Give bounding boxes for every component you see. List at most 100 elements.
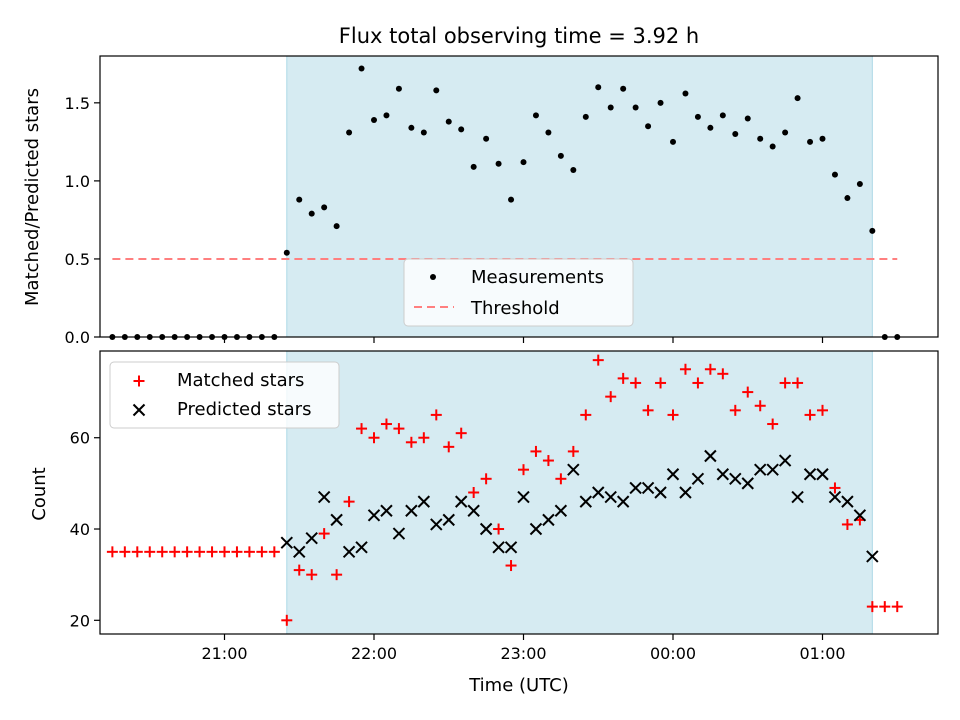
predicted-star-point: [741, 477, 754, 490]
bottom-y-tick-label: 20: [70, 611, 90, 630]
matched-star-point: [817, 404, 828, 416]
measurement-point: [844, 195, 851, 202]
measurement-point: [732, 131, 739, 138]
predicted-star-point: [492, 541, 505, 554]
predicted-star-point: [641, 481, 655, 495]
predicted-star-point: [691, 472, 705, 486]
predicted-star-point: [604, 490, 617, 504]
predicted-star-point: [803, 468, 817, 481]
measurement-point: [819, 135, 826, 142]
matched-star-point: [792, 377, 804, 389]
top-y-tick-label: 0.5: [65, 250, 90, 269]
top-legend-box: [403, 258, 634, 327]
measurement-point: [632, 104, 639, 111]
measurement-point: [794, 95, 801, 102]
measurement-point: [296, 196, 303, 203]
matched-star-point: [106, 546, 118, 558]
measurement-point: [595, 84, 602, 91]
predicted-star-point: [679, 486, 692, 499]
measurement-point: [395, 85, 402, 92]
measurement-point: [433, 87, 440, 94]
matched-star-point: [231, 546, 243, 558]
matched-star-point: [169, 546, 181, 558]
measurement-point: [682, 90, 689, 97]
legend-predicted-label: Predicted stars: [177, 399, 311, 420]
matched-star-point: [306, 569, 318, 581]
top-panel: 0.0 0.5 1.0 1.5 Measurements Threshold: [65, 55, 939, 347]
matched-star-point: [704, 363, 716, 375]
measurement-point: [358, 65, 365, 72]
matched-star-point: [430, 409, 442, 421]
x-tick-label: 00:00: [650, 644, 696, 663]
predicted-star-point: [317, 490, 331, 504]
predicted-star-point: [716, 468, 730, 481]
matched-star-point: [356, 423, 368, 435]
x-tick-label: 23:00: [500, 644, 546, 663]
predicted-star-point: [666, 468, 680, 481]
top-y-axis-label: Matched/Predicted stars: [22, 88, 43, 306]
top-legend: Measurements Threshold: [403, 258, 634, 327]
matched-star-point: [119, 546, 131, 558]
predicted-star-point: [853, 509, 867, 522]
predicted-star-point: [305, 531, 318, 545]
measurement-point: [321, 204, 328, 211]
matched-star-point: [393, 423, 405, 435]
measurement-point: [831, 171, 838, 178]
measurement-point: [807, 138, 814, 145]
measurement-point: [769, 143, 776, 150]
matched-star-point: [767, 418, 779, 430]
matched-star-point: [331, 569, 343, 581]
predicted-star-point: [405, 504, 418, 517]
matched-star-point: [592, 354, 604, 366]
matched-star-point: [144, 546, 156, 558]
matched-star-point: [243, 546, 255, 558]
predicted-star-point: [766, 463, 779, 476]
predicted-star-point: [367, 509, 381, 522]
matched-star-point: [194, 546, 206, 558]
measurement-point: [657, 99, 664, 106]
predicted-star-point: [293, 545, 306, 559]
measurement-point: [495, 160, 502, 167]
measurement-point: [670, 138, 676, 145]
matched-star-point: [418, 432, 430, 444]
matched-star-point: [268, 546, 280, 558]
measurement-point: [532, 112, 539, 119]
predicted-star-point: [816, 468, 829, 481]
measurement-point: [557, 152, 564, 159]
matched-star-point: [729, 404, 741, 416]
matched-star-point: [293, 564, 305, 576]
matched-star-point: [891, 601, 903, 613]
matched-star-point: [368, 432, 380, 444]
matched-star-point: [206, 546, 218, 558]
measurement-point: [508, 196, 515, 203]
bottom-y-tick-label: 60: [70, 429, 90, 448]
predicted-star-point: [430, 518, 443, 531]
matched-star-point: [617, 372, 629, 384]
legend-matched-label: Matched stars: [177, 370, 304, 391]
measurement-point: [420, 129, 427, 136]
predicted-star-point: [280, 536, 293, 549]
measurement-point: [520, 159, 527, 166]
matched-star-point: [318, 528, 330, 540]
matched-star-point: [692, 377, 704, 389]
legend-measurements-label: Measurements: [471, 267, 604, 288]
measurement-point: [856, 181, 863, 188]
top-y-tick-label: 1.0: [65, 172, 90, 191]
matched-star-point: [679, 363, 691, 375]
predicted-star-point: [554, 504, 568, 517]
x-axis-label: Time (UTC): [468, 675, 569, 696]
predicted-star-point: [517, 490, 530, 504]
matched-star-point: [518, 464, 529, 476]
top-y-tick-label: 1.5: [65, 94, 90, 113]
matched-star-point: [555, 473, 567, 485]
predicted-star-point: [529, 522, 543, 536]
predicted-star-point: [342, 545, 356, 559]
measurement-point: [371, 117, 377, 124]
matched-star-point: [343, 496, 355, 508]
measurement-point: [458, 126, 465, 133]
measurement-point: [782, 129, 789, 136]
matched-star-point: [779, 377, 791, 389]
matched-star-point: [879, 601, 891, 613]
matched-star-point: [717, 368, 729, 380]
matched-star-point: [655, 377, 667, 389]
